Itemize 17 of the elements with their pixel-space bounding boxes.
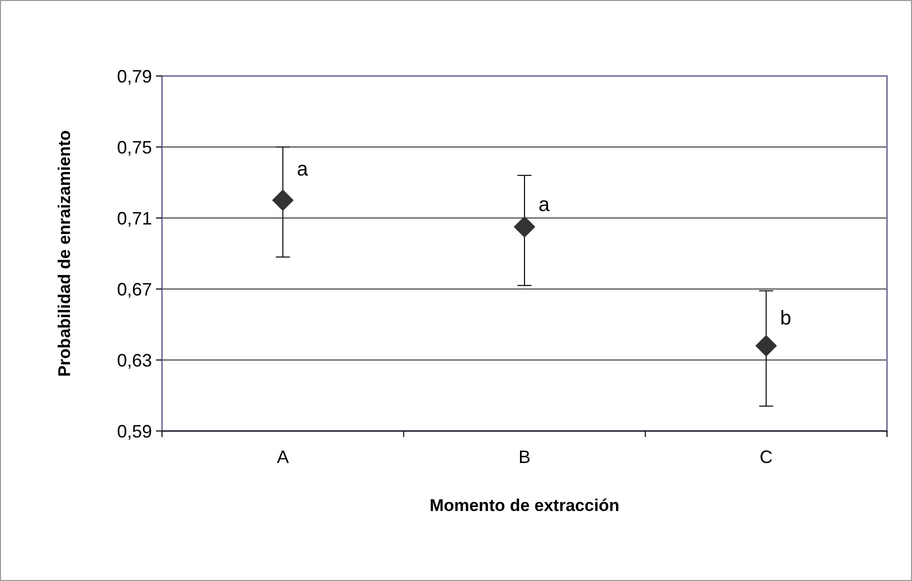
annotation: a [296,158,309,180]
x-tick-label: B [518,447,531,467]
y-axis-title: Probabilidad de enraizamiento [55,130,74,377]
annotation: b [780,307,792,330]
point [272,190,294,211]
x-tick-label: A [276,447,289,467]
point [514,216,536,238]
y-tick-label: 0,63 [116,350,152,370]
x-tick-label: C [760,447,773,467]
y-tick-label: 0,67 [116,279,152,300]
y-tick-label: 0,59 [116,421,152,442]
y-tick-label: 0,79 [116,66,152,86]
annotation: a [538,194,550,216]
x-axis-title: Momento de extracción [430,496,620,515]
point [756,335,777,356]
y-tick-label: 0,75 [116,137,152,158]
y-tick-label: 0,71 [116,208,152,228]
